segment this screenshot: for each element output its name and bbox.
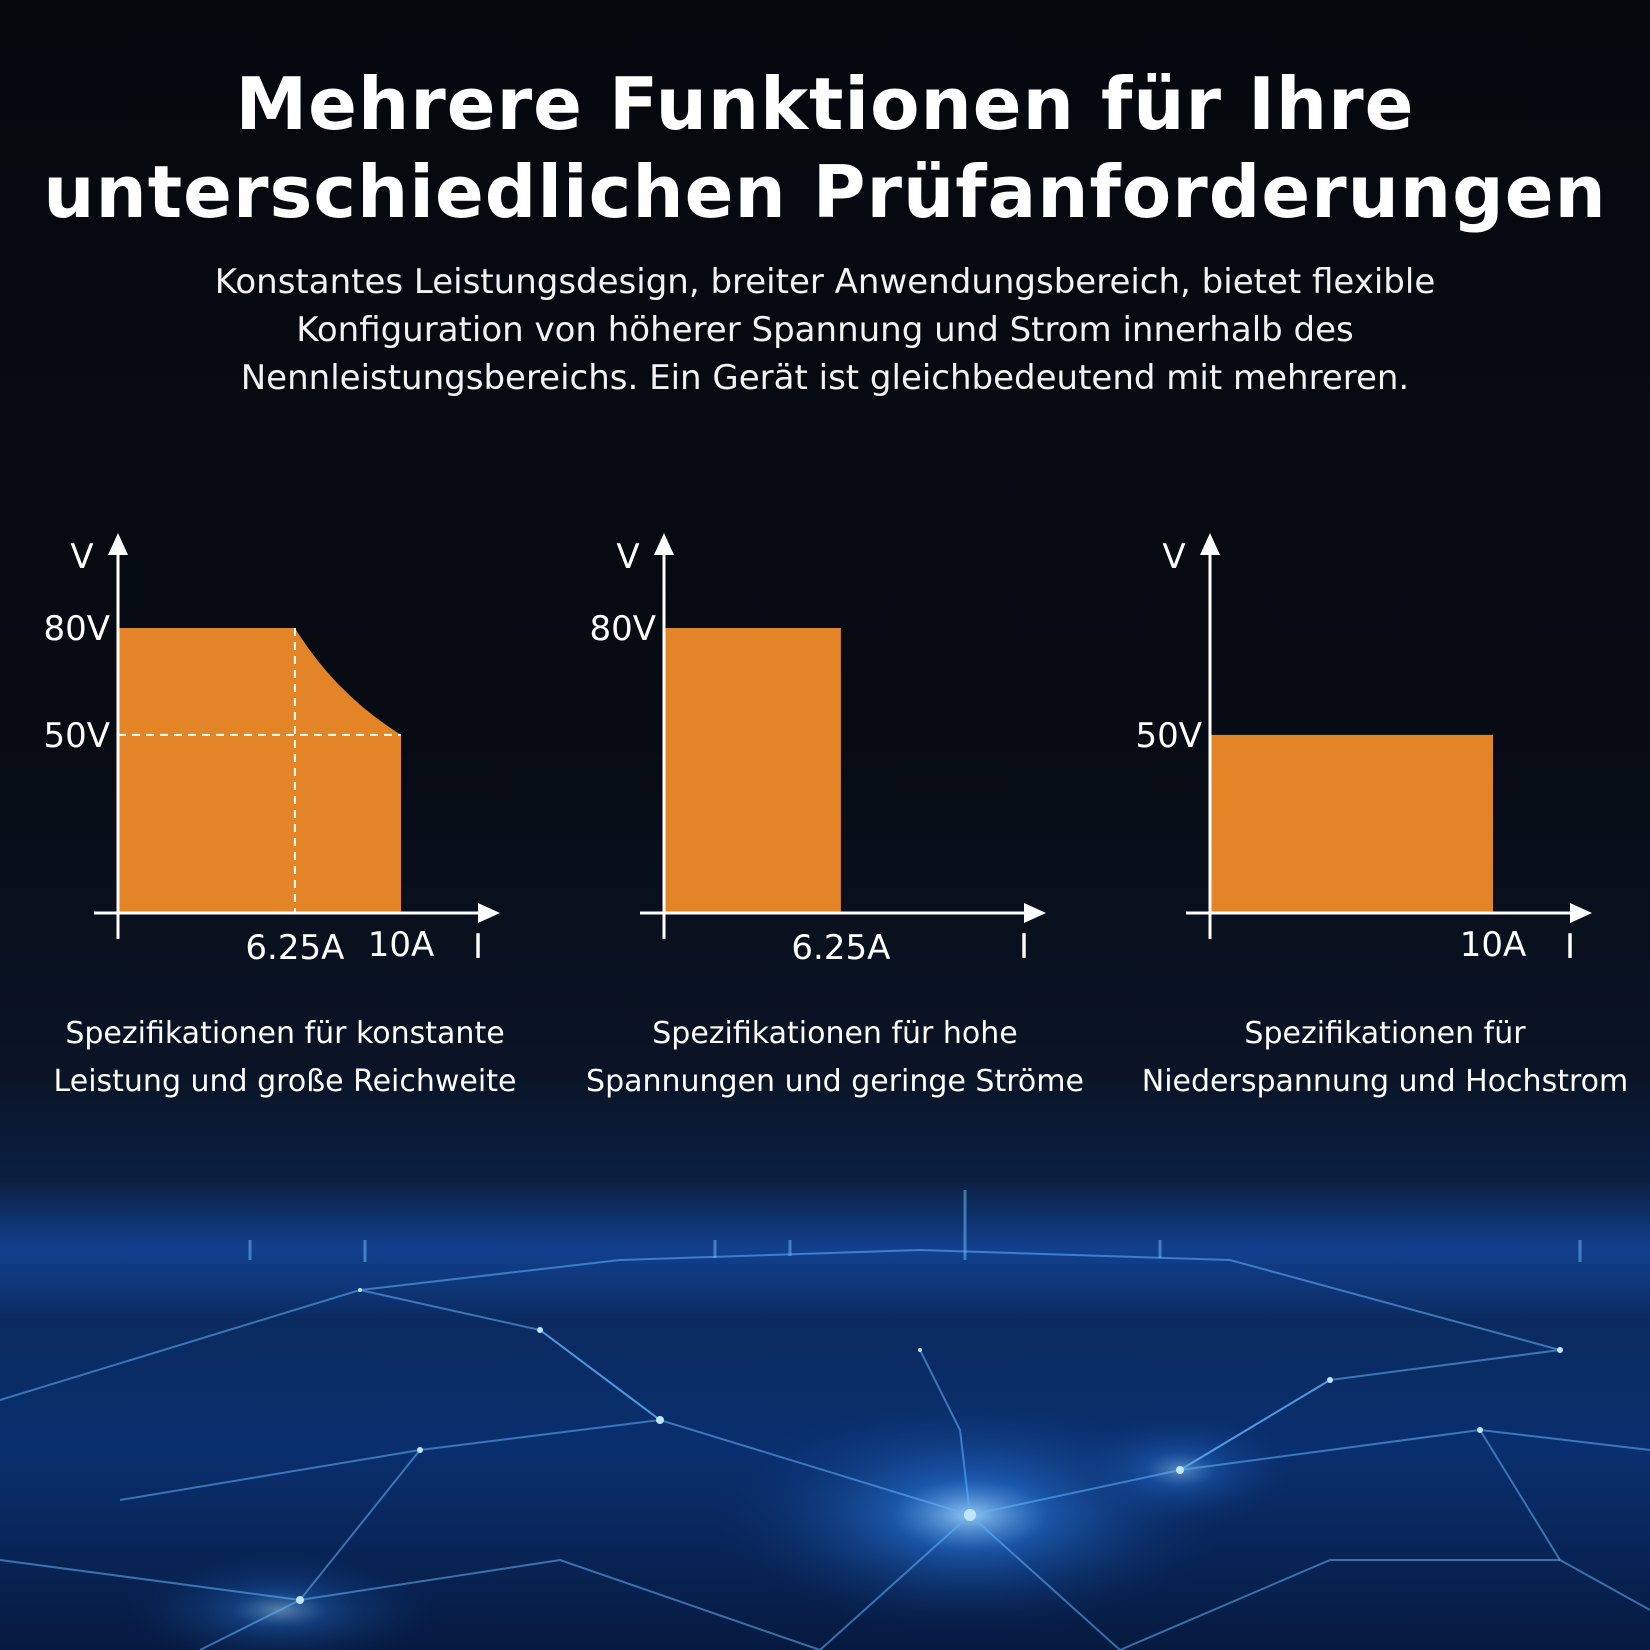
chart-1-x-tick-label: 10A <box>368 925 435 965</box>
chart-3-operating-area <box>1210 734 1493 913</box>
vi-charts: V I 80V 50V 6.25A 10A V I 80V 6.25A V I 50V 10A <box>43 533 1592 968</box>
chart-3-caption-line-2: Niederspannung und Hochstrom <box>1141 1064 1629 1099</box>
chart-3-x-tick-label: 10A <box>1460 925 1527 965</box>
chart-3-caption-line-1: Spezifikationen für <box>1244 1016 1526 1051</box>
chart-2-caption-line-2: Spannungen und geringe Ströme <box>586 1064 1084 1099</box>
chart-3-y-axis-label: V <box>1162 537 1185 577</box>
arrow-right-icon <box>1570 903 1592 923</box>
chart-1-caption: Spezifikationen für konstante Leistung u… <box>25 1010 545 1106</box>
chart-1-operating-area <box>118 628 401 913</box>
chart-1-caption-line-2: Leistung und große Reichweite <box>53 1064 517 1099</box>
arrow-right-icon <box>1024 903 1046 923</box>
chart-3-y-tick-label: 50V <box>1135 716 1202 756</box>
page-title-line-1: Mehrere Funktionen für Ihre <box>235 62 1415 146</box>
chart-2-operating-area <box>664 628 841 913</box>
chart-3-caption: Spezifikationen für Niederspannung und H… <box>1125 1010 1645 1106</box>
arrow-up-icon <box>108 533 128 555</box>
chart-1: V I 80V 50V 6.25A 10A <box>43 533 500 968</box>
chart-2-x-axis-label: I <box>1019 927 1029 967</box>
chart-2-y-tick-label: 80V <box>589 609 656 649</box>
chart-3-x-axis-label: I <box>1565 927 1575 967</box>
arrow-up-icon <box>654 533 674 555</box>
page-subtitle: Konstantes Leistungsdesign, breiter Anwe… <box>214 262 1436 398</box>
page-title-line-2: unterschiedlichen Prüfanforderungen <box>43 150 1607 234</box>
arrow-right-icon <box>478 903 500 923</box>
page-title: Mehrere Funktionen für Ihre unterschiedl… <box>0 60 1650 236</box>
chart-2-caption: Spezifikationen für hohe Spannungen und … <box>575 1010 1095 1106</box>
chart-1-y-tick-label: 50V <box>43 716 110 756</box>
chart-1-caption-line-1: Spezifikationen für konstante <box>65 1016 505 1051</box>
chart-1-x-tick-label: 6.25A <box>245 928 344 968</box>
chart-1-x-axis-label: I <box>473 927 483 967</box>
chart-2-caption-line-1: Spezifikationen für hohe <box>652 1016 1018 1051</box>
chart-3: V I 50V 10A <box>1135 533 1592 967</box>
chart-1-y-axis-label: V <box>70 537 93 577</box>
chart-2-y-axis-label: V <box>616 537 639 577</box>
chart-2: V I 80V 6.25A <box>589 533 1046 968</box>
chart-2-x-tick-label: 6.25A <box>791 928 890 968</box>
arrow-up-icon <box>1200 533 1220 555</box>
chart-1-y-tick-label: 80V <box>43 609 110 649</box>
